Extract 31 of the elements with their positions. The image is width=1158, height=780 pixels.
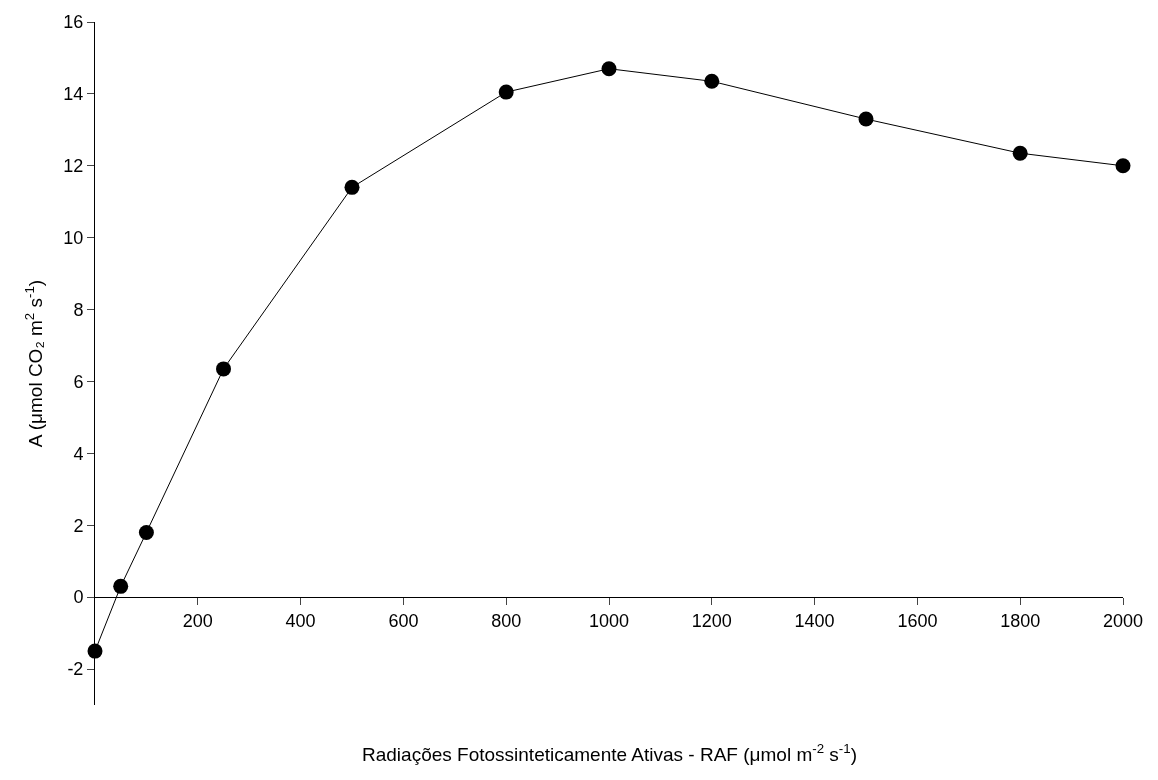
x-tick-label: 1800	[1000, 610, 1041, 631]
y-tick-label: 16	[63, 12, 84, 33]
x-tick-label: 400	[285, 610, 316, 631]
x-axis-title: Radiações Fotossinteticamente Ativas - RAF (μmol m$^{-2}$ s$^{-1}$)	[362, 741, 857, 765]
point	[1012, 145, 1028, 161]
point	[858, 111, 874, 127]
x-tick-label: 1600	[897, 610, 938, 631]
y-tick-label: 12	[63, 156, 84, 177]
point	[498, 84, 514, 100]
point	[704, 73, 720, 89]
y-tick-label: 10	[63, 227, 84, 248]
point	[113, 578, 129, 594]
x-tick-label: 800	[491, 610, 522, 631]
y-tick-label: 14	[63, 84, 84, 105]
y-tick-label: -2	[67, 659, 84, 680]
point	[216, 361, 231, 377]
x-tick-label: 2000	[1102, 610, 1144, 631]
x-tick-label: 600	[388, 610, 419, 631]
y-tick-label: 2	[73, 515, 84, 536]
point	[601, 61, 617, 77]
point	[1115, 158, 1131, 174]
point	[344, 179, 360, 195]
x-tick-label: 200	[182, 610, 213, 631]
x-tick-label: 1200	[691, 610, 732, 631]
point	[138, 524, 154, 540]
x-tick-label: 1000	[588, 610, 630, 631]
y-tick-label: 0	[73, 587, 84, 608]
x-tick-label: 1400	[794, 610, 835, 631]
y-tick-label: 6	[73, 371, 84, 392]
y-tick-label: 4	[73, 443, 84, 464]
y-tick-label: 8	[73, 299, 84, 320]
